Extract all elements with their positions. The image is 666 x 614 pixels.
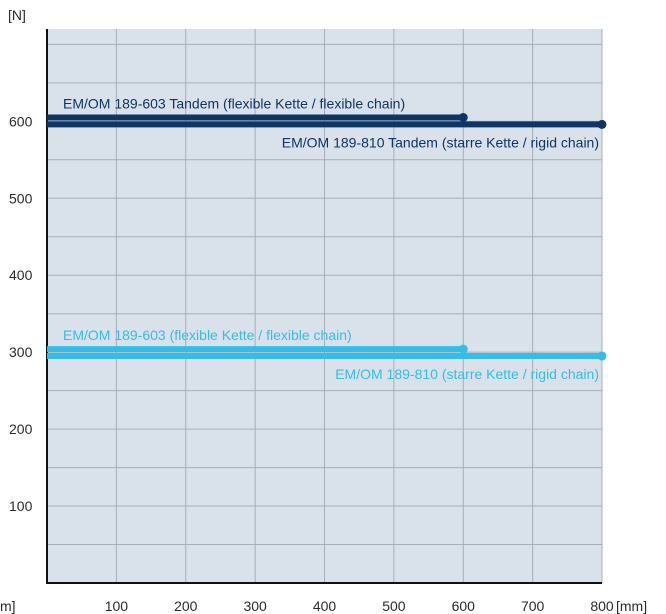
series-label: EM/OM 189-810 Tandem (starre Kette / rig… xyxy=(282,134,599,150)
y-tick-label: 500 xyxy=(9,190,33,206)
x-tick-label: 700 xyxy=(521,598,545,614)
series-end-point xyxy=(458,112,468,122)
series-end-point xyxy=(597,351,607,361)
tick-labels: 100 200 300 400 500 600 100 200 300 400 500 600 700 8… xyxy=(9,113,614,614)
x-axis-unit-cropped: m] xyxy=(0,598,16,614)
y-tick-label: 100 xyxy=(9,498,33,514)
x-tick-label: 600 xyxy=(452,598,476,614)
y-tick-label: 300 xyxy=(9,344,33,360)
grid xyxy=(47,29,603,583)
series-group: EM/OM 189-603 Tandem (flexible Kette / f… xyxy=(47,95,607,382)
series-end-point xyxy=(458,344,468,354)
series-label: EM/OM 189-603 (flexible Kette / flexible… xyxy=(63,327,352,343)
series-label: EM/OM 189-603 Tandem (flexible Kette / f… xyxy=(63,95,405,111)
x-tick-label: 800 xyxy=(590,598,614,614)
y-tick-label: 400 xyxy=(9,267,33,283)
series-label: EM/OM 189-810 (starre Kette / rigid chai… xyxy=(335,366,599,382)
x-tick-label: 100 xyxy=(105,598,129,614)
y-tick-label: 600 xyxy=(9,113,33,129)
y-axis-unit: [N] xyxy=(8,7,26,23)
x-tick-label: 500 xyxy=(382,598,406,614)
x-tick-label: 400 xyxy=(313,598,337,614)
x-tick-label: 200 xyxy=(174,598,198,614)
series-end-point xyxy=(597,119,607,129)
y-tick-label: 200 xyxy=(9,421,33,437)
x-axis-unit: [mm] xyxy=(616,598,647,614)
x-tick-label: 300 xyxy=(243,598,267,614)
